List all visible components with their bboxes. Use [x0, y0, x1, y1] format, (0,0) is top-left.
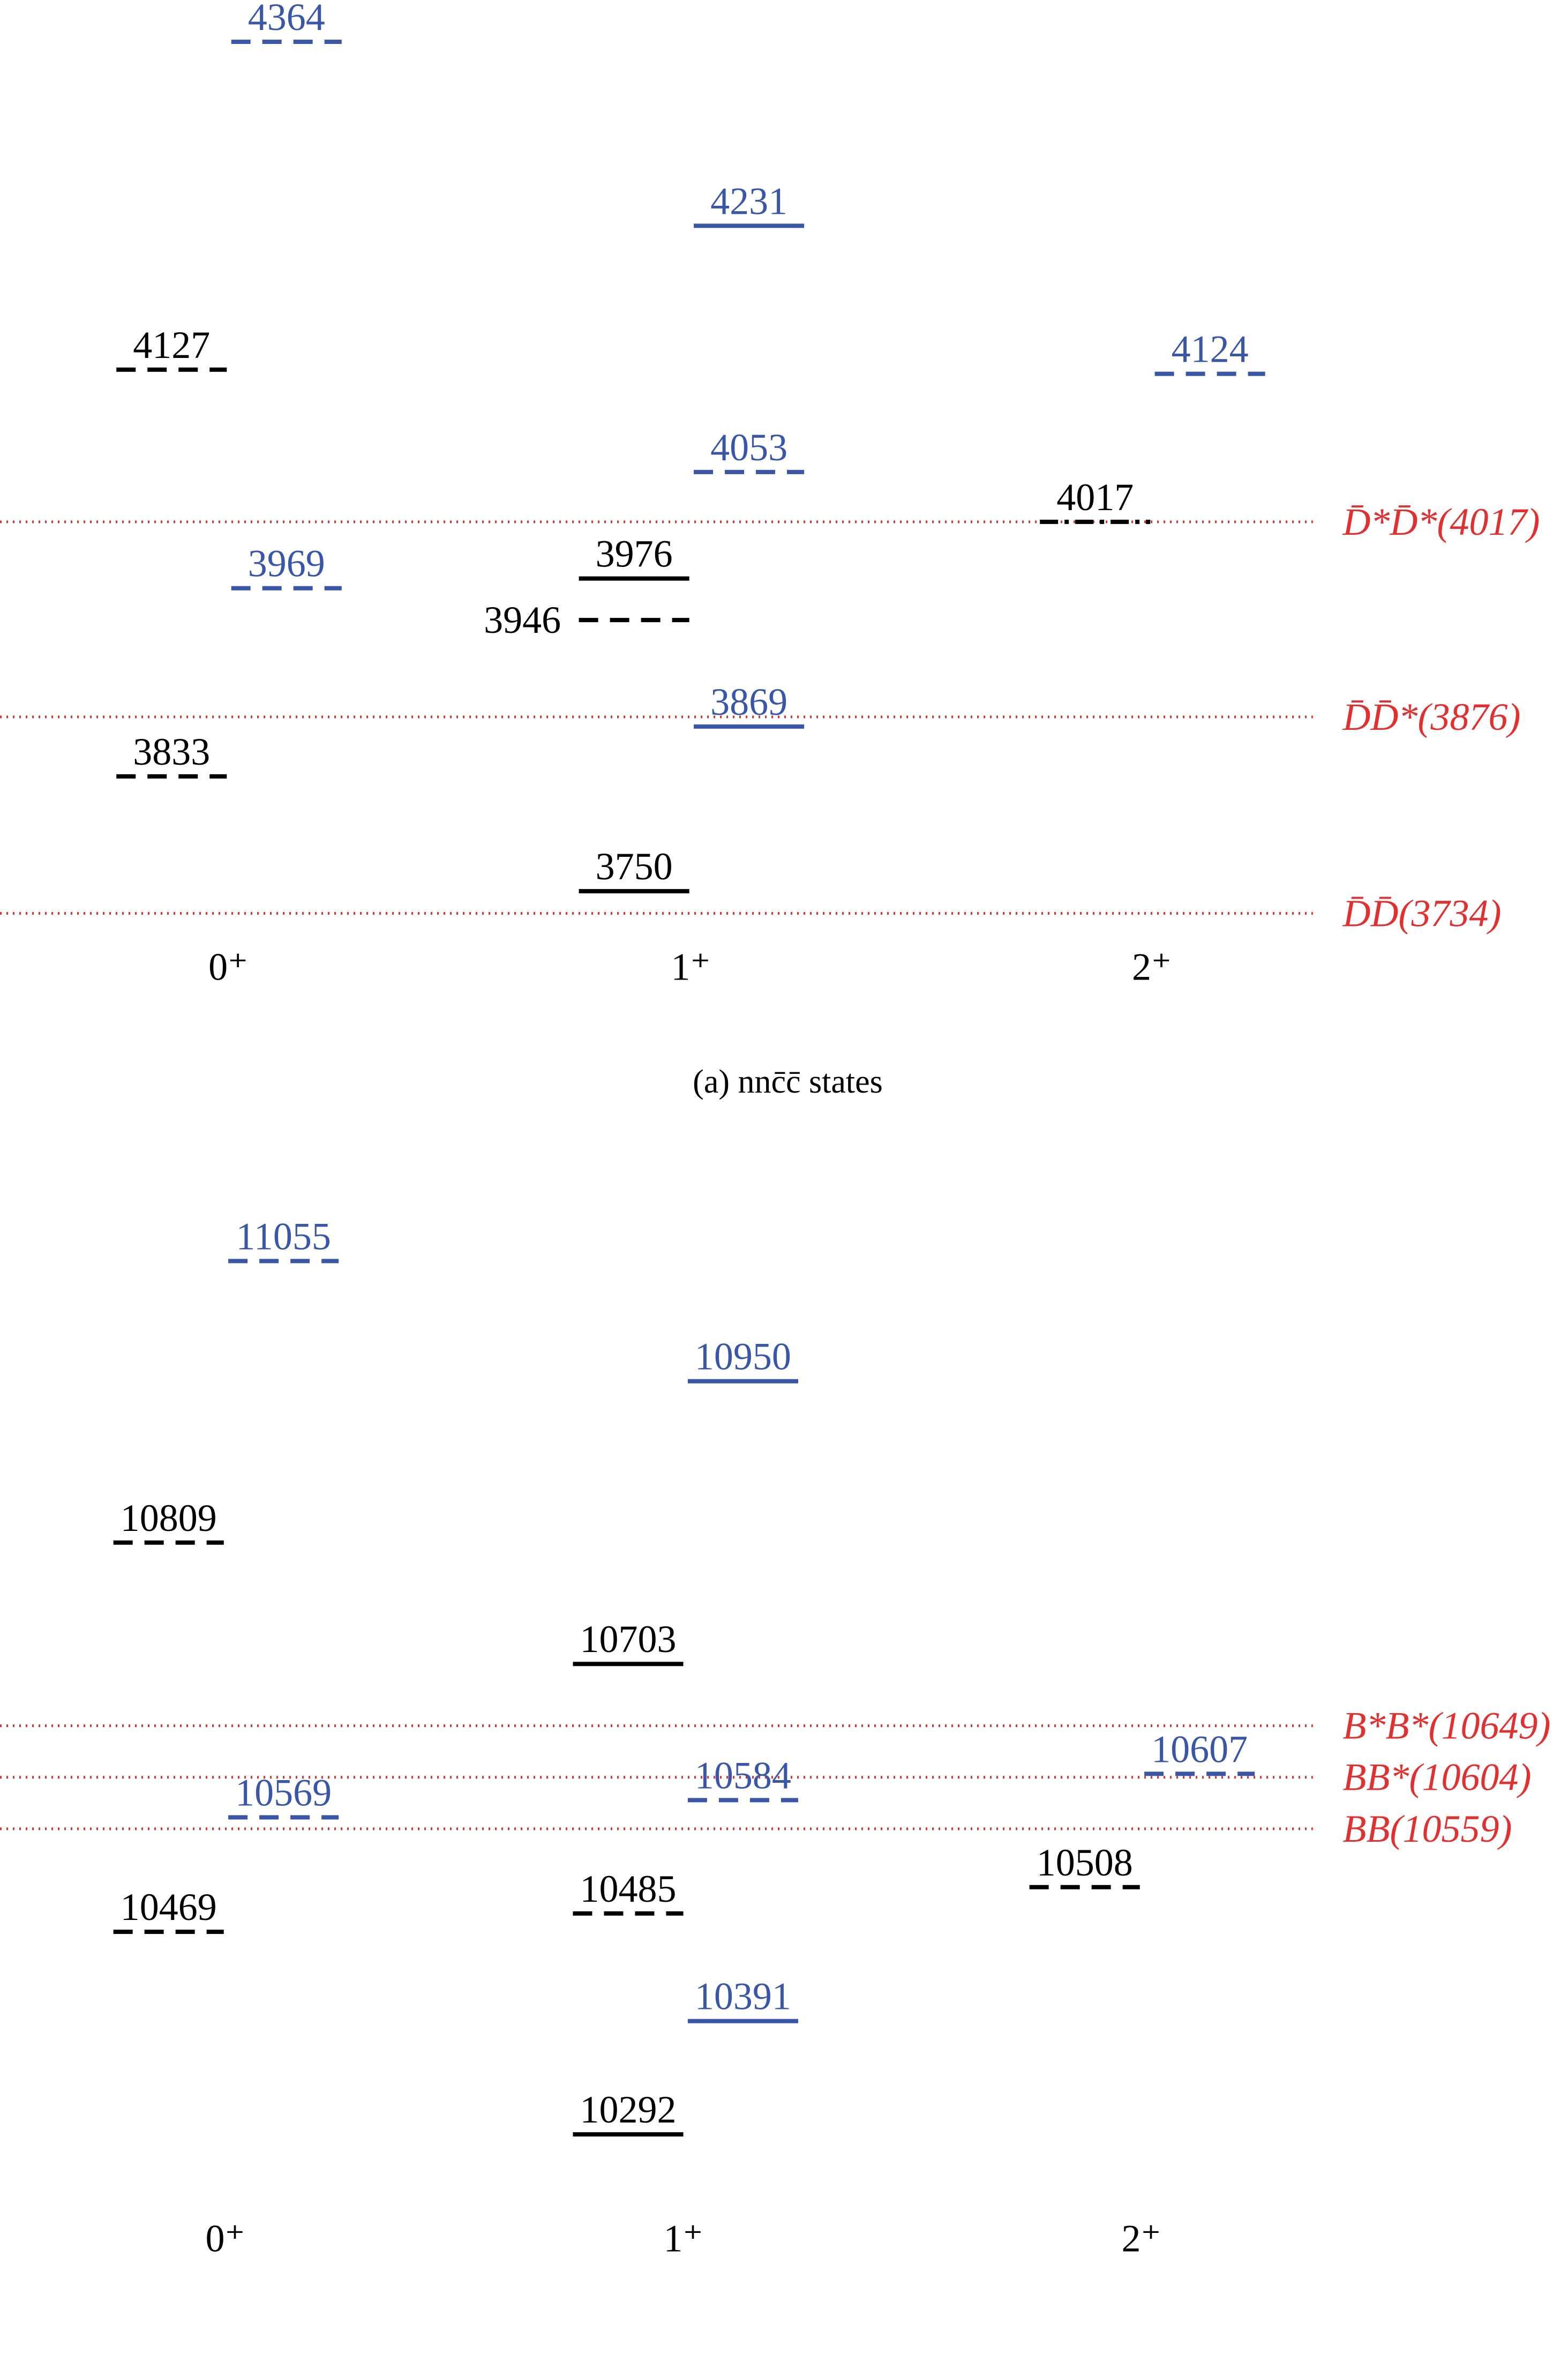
- level-label: 4127: [133, 324, 210, 367]
- threshold-label: B*B*(10649): [1343, 1705, 1551, 1747]
- threshold-label: D̄*D̄*(4017): [1342, 500, 1540, 543]
- level-label: 4053: [710, 426, 787, 469]
- threshold-label: BB(10559): [1343, 1807, 1512, 1850]
- axis-label: 1⁺: [671, 946, 710, 989]
- threshold-label: D̄D̄*(3876): [1342, 696, 1521, 738]
- level-label: 10508: [1037, 1841, 1133, 1884]
- level-label: 4017: [1056, 476, 1134, 519]
- axis-label: 0⁺: [208, 946, 248, 989]
- level-label: 10469: [121, 1886, 217, 1929]
- level-label: 3869: [710, 681, 787, 723]
- level-label: 4364: [248, 0, 325, 39]
- level-label: 10607: [1151, 1728, 1248, 1770]
- level-label: 4124: [1172, 328, 1249, 371]
- level-label: 10292: [580, 2088, 676, 2131]
- axis-label: 1⁺: [664, 2217, 703, 2260]
- level-label: 10809: [121, 1497, 217, 1540]
- level-label: 3750: [596, 845, 673, 888]
- level-label: 4231: [710, 180, 787, 222]
- level-label: 3969: [248, 542, 325, 585]
- level-label: 10703: [580, 1618, 676, 1661]
- level-label: 10391: [695, 1975, 791, 2018]
- threshold-label: BB*(10604): [1343, 1756, 1532, 1799]
- caption: (a) nnc̄c̄ states: [693, 1064, 883, 1100]
- axis-label: 0⁺: [206, 2217, 245, 2260]
- level-label: 10950: [695, 1335, 791, 1378]
- level-label: 3976: [596, 533, 673, 576]
- threshold-label: D̄D̄(3734): [1342, 892, 1502, 935]
- level-label: 11055: [236, 1215, 331, 1258]
- axis-label: 2⁺: [1122, 2217, 1161, 2260]
- level-label: 10485: [580, 1867, 676, 1910]
- level-label: 10569: [235, 1771, 332, 1814]
- level-label: 3833: [133, 730, 210, 773]
- level-label: 3946: [484, 599, 561, 641]
- level-label: 10584: [695, 1754, 791, 1797]
- axis-label: 2⁺: [1132, 946, 1172, 989]
